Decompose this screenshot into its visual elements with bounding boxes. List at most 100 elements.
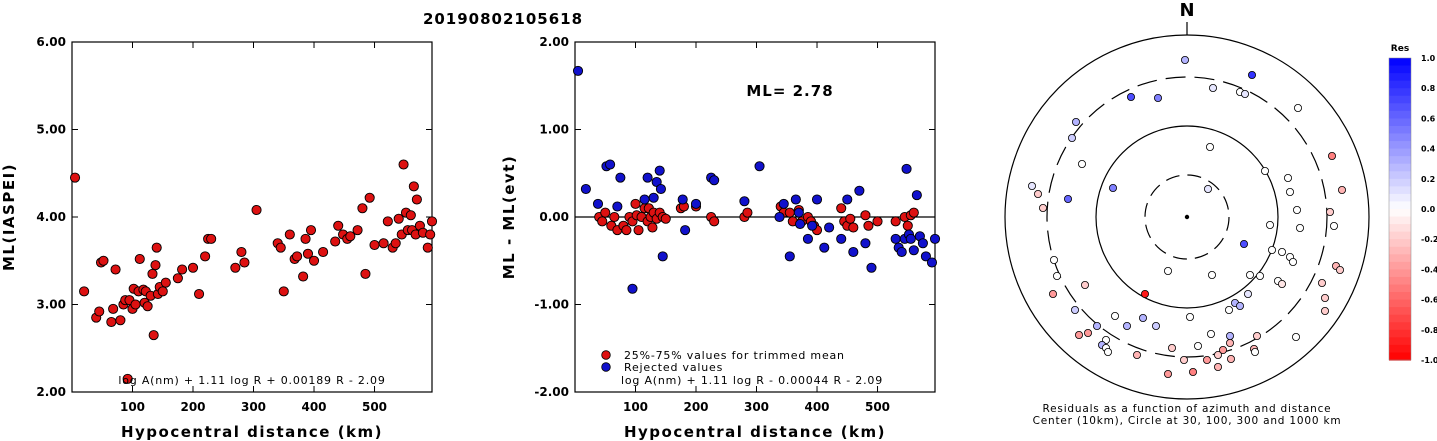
polar-point xyxy=(1318,278,1327,287)
panel1-ytick-label: 3.00 xyxy=(36,298,66,312)
panel2-point-series1 xyxy=(739,196,750,207)
polar-point xyxy=(1123,321,1132,330)
colorbar-tick-label: -0.8 xyxy=(1421,326,1437,335)
circle-100km xyxy=(1095,125,1279,309)
panel2-point-series0 xyxy=(647,222,658,233)
colorbar-tick-label: 0.0 xyxy=(1421,205,1436,214)
panel1-ytick-label: 6.00 xyxy=(36,35,66,49)
panel1-x-axis-label: Hypocentral distance (km) xyxy=(121,423,383,441)
polar-point xyxy=(1204,184,1213,193)
colorbar-block xyxy=(1389,80,1411,89)
panel2-point-series1 xyxy=(824,222,835,233)
colorbar-block xyxy=(1389,246,1411,255)
polar-point xyxy=(1180,355,1189,364)
colorbar-block xyxy=(1389,118,1411,127)
panel2-y-ticks: -2.00 -1.00 0.00 1.00 2.00 xyxy=(534,35,935,399)
polar-point xyxy=(1104,347,1113,356)
polar-point xyxy=(1039,203,1048,212)
panel1-point-series0 xyxy=(369,239,380,251)
residual-vs-distance-panel: -2.00 -1.00 0.00 1.00 2.00 100 200 300 400 500 M… xyxy=(500,35,941,441)
panel2-point-series0 xyxy=(784,207,795,218)
panel1-point-series0 xyxy=(115,315,126,326)
polar-point xyxy=(1261,166,1270,175)
panel2-point-series1 xyxy=(911,190,922,201)
panel2-point-series1 xyxy=(612,201,623,212)
panel1-point-series0 xyxy=(422,242,433,253)
panel2-point-series1 xyxy=(615,172,626,183)
polar-point xyxy=(1075,330,1084,339)
colorbar-block xyxy=(1389,216,1411,225)
panel2-point-series1 xyxy=(627,283,638,294)
panel2-ytick-label: 1.00 xyxy=(539,123,569,137)
polar-point xyxy=(1219,345,1228,354)
colorbar-block xyxy=(1389,299,1411,308)
panel1-point-series0 xyxy=(200,251,211,262)
panel2-point-series1 xyxy=(890,233,901,244)
panel2-point-series1 xyxy=(592,198,604,209)
colorbar-block xyxy=(1389,276,1411,286)
polar-point xyxy=(1326,207,1335,216)
polar-point xyxy=(1225,305,1234,314)
colorbar-block xyxy=(1389,329,1411,338)
legend-label-rejected: Rejected values xyxy=(624,361,723,374)
colorbar-block xyxy=(1389,73,1411,82)
panel1-point-series0 xyxy=(230,262,241,273)
panel2-points xyxy=(572,65,941,294)
polar-point xyxy=(1209,84,1218,93)
panel2-point-series0 xyxy=(872,216,883,227)
polar-point xyxy=(1133,350,1142,359)
panel2-point-series1 xyxy=(836,233,847,244)
panel1-point-series0 xyxy=(108,303,119,314)
colorbar-block xyxy=(1389,58,1411,67)
polar-point xyxy=(1292,332,1301,341)
panel1-point-series0 xyxy=(284,229,295,240)
residual-colorbar: Res 1.0 0.8 0.6 0.4 0.2 0.0 -0.2 -0.4 -0.6 -0.8 -1… xyxy=(1388,44,1437,365)
polar-point xyxy=(1236,301,1245,310)
panel1-point-series0 xyxy=(408,181,419,192)
panel1-point-series0 xyxy=(305,225,317,236)
colorbar-block xyxy=(1389,133,1411,142)
panel1-point-series0 xyxy=(393,213,404,224)
polar-point xyxy=(1081,280,1090,289)
polar-point xyxy=(1034,189,1043,198)
panel2-point-series1 xyxy=(795,218,806,230)
panel2-point-series1 xyxy=(901,163,912,174)
polar-point xyxy=(1244,289,1253,298)
panel2-point-series1 xyxy=(784,251,795,262)
panel1-xtick-label: 400 xyxy=(301,400,326,414)
panel1-point-series0 xyxy=(378,238,389,249)
panel2-point-series1 xyxy=(793,207,804,218)
panel1-point-series0 xyxy=(292,251,303,262)
colorbar-block xyxy=(1389,231,1411,240)
panel2-point-series1 xyxy=(819,242,830,253)
colorbar-block xyxy=(1389,314,1411,323)
polar-point xyxy=(1207,329,1216,338)
panel1-point-series0 xyxy=(364,192,375,203)
panel1-point-series0 xyxy=(177,264,188,275)
colorbar-tick-label: 1.0 xyxy=(1421,54,1436,63)
panel2-xtick-label: 400 xyxy=(804,400,829,414)
polar-point xyxy=(1028,181,1037,190)
panel1-point-series0 xyxy=(130,299,141,310)
legend-marker-trimmed xyxy=(601,350,611,360)
figure-title: 20190802105618 xyxy=(423,10,583,28)
polar-point xyxy=(1194,341,1203,350)
polar-point xyxy=(1049,289,1058,298)
panel2-point-series0 xyxy=(890,216,901,227)
panel1-point-series0 xyxy=(405,210,416,221)
panel1-point-series0 xyxy=(94,306,105,317)
panel2-point-series1 xyxy=(655,183,666,195)
panel1-ytick-label: 4.00 xyxy=(36,210,66,224)
polar-point xyxy=(1321,306,1330,315)
colorbar-tick-label: -0.4 xyxy=(1421,265,1437,274)
panel2-point-series0 xyxy=(848,222,859,233)
panel1-point-series0 xyxy=(330,236,341,247)
colorbar-tick-label: -0.2 xyxy=(1421,235,1437,244)
polar-point xyxy=(1328,151,1337,160)
polar-point xyxy=(1164,369,1173,378)
panel2-point-series0 xyxy=(863,220,874,231)
center-point xyxy=(1184,214,1190,220)
panel1-xtick-label: 500 xyxy=(362,400,387,414)
panel1-point-series0 xyxy=(150,260,161,271)
